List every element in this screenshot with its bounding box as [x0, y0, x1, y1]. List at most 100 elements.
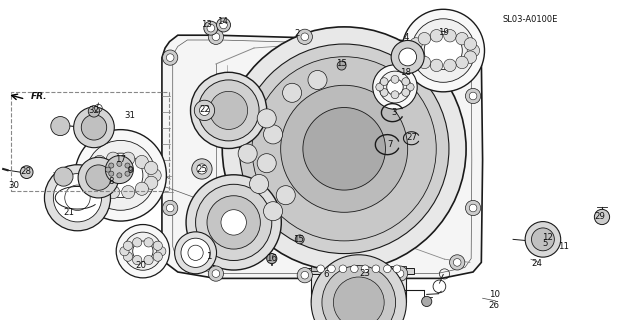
Text: 18: 18: [399, 68, 411, 77]
Text: 8: 8: [109, 177, 114, 186]
Circle shape: [444, 29, 456, 42]
Text: 15: 15: [336, 59, 347, 68]
Circle shape: [166, 54, 174, 61]
Circle shape: [456, 32, 468, 45]
Circle shape: [411, 19, 475, 82]
Circle shape: [145, 176, 158, 189]
Circle shape: [148, 169, 161, 182]
Text: 31: 31: [124, 111, 136, 120]
Circle shape: [464, 51, 477, 63]
Circle shape: [208, 266, 224, 281]
Circle shape: [424, 31, 462, 70]
Circle shape: [222, 27, 466, 271]
Circle shape: [257, 109, 276, 128]
Circle shape: [393, 265, 401, 273]
Circle shape: [207, 196, 260, 249]
Circle shape: [81, 115, 107, 140]
Circle shape: [239, 44, 449, 253]
Circle shape: [133, 238, 142, 247]
Polygon shape: [311, 266, 406, 271]
Circle shape: [361, 265, 369, 273]
Circle shape: [594, 209, 610, 225]
Circle shape: [128, 167, 133, 172]
Circle shape: [238, 144, 257, 163]
Circle shape: [153, 241, 163, 250]
Circle shape: [88, 106, 100, 117]
Circle shape: [107, 186, 119, 199]
Text: 1: 1: [206, 252, 211, 261]
Circle shape: [93, 182, 106, 195]
Circle shape: [107, 152, 119, 165]
Circle shape: [83, 161, 97, 174]
Circle shape: [418, 32, 431, 45]
Circle shape: [208, 29, 224, 44]
Circle shape: [264, 202, 283, 221]
Circle shape: [75, 130, 166, 221]
Circle shape: [212, 33, 220, 41]
Circle shape: [465, 200, 481, 216]
Circle shape: [190, 72, 267, 148]
Circle shape: [437, 36, 452, 51]
Circle shape: [74, 107, 114, 148]
Circle shape: [105, 156, 133, 184]
Circle shape: [431, 59, 443, 72]
Circle shape: [198, 80, 259, 141]
Text: 9: 9: [128, 166, 133, 175]
Text: 12: 12: [542, 233, 553, 242]
Circle shape: [177, 242, 192, 257]
Circle shape: [281, 85, 408, 212]
Circle shape: [301, 33, 309, 41]
Circle shape: [163, 50, 178, 65]
Circle shape: [117, 161, 122, 166]
Circle shape: [418, 56, 431, 69]
Circle shape: [467, 44, 479, 57]
Circle shape: [86, 140, 156, 210]
Circle shape: [431, 29, 443, 42]
Circle shape: [410, 38, 422, 50]
Text: 5: 5: [542, 239, 547, 248]
Circle shape: [217, 18, 231, 32]
Circle shape: [116, 225, 170, 278]
Circle shape: [308, 70, 327, 90]
Text: 25: 25: [196, 165, 208, 174]
Circle shape: [117, 173, 122, 178]
Circle shape: [295, 235, 304, 244]
Circle shape: [123, 241, 133, 250]
Text: 16: 16: [266, 254, 277, 263]
Text: 21: 21: [63, 208, 74, 217]
Circle shape: [399, 48, 417, 66]
Circle shape: [109, 163, 114, 168]
Circle shape: [469, 92, 477, 100]
Circle shape: [380, 89, 388, 96]
Circle shape: [392, 266, 408, 281]
Circle shape: [180, 246, 188, 253]
Circle shape: [339, 265, 347, 273]
Text: 24: 24: [531, 260, 542, 268]
Circle shape: [175, 232, 217, 274]
Circle shape: [391, 91, 399, 99]
Circle shape: [328, 265, 335, 273]
Circle shape: [407, 44, 419, 57]
Circle shape: [145, 161, 158, 174]
Circle shape: [531, 228, 554, 251]
Circle shape: [391, 76, 399, 83]
Circle shape: [380, 78, 388, 85]
Circle shape: [297, 268, 312, 283]
Text: 26: 26: [488, 301, 500, 310]
Circle shape: [120, 247, 129, 256]
Circle shape: [123, 252, 133, 261]
Circle shape: [124, 232, 162, 270]
Circle shape: [204, 21, 218, 35]
Circle shape: [450, 255, 465, 270]
Circle shape: [212, 270, 220, 277]
Text: 2: 2: [295, 29, 300, 38]
Circle shape: [166, 204, 174, 212]
Circle shape: [441, 39, 448, 47]
Circle shape: [122, 186, 135, 199]
Circle shape: [83, 176, 97, 189]
Circle shape: [264, 125, 283, 144]
Text: 14: 14: [217, 17, 228, 26]
Circle shape: [456, 56, 468, 69]
Text: FR.: FR.: [31, 92, 48, 101]
Text: 30: 30: [8, 181, 20, 190]
